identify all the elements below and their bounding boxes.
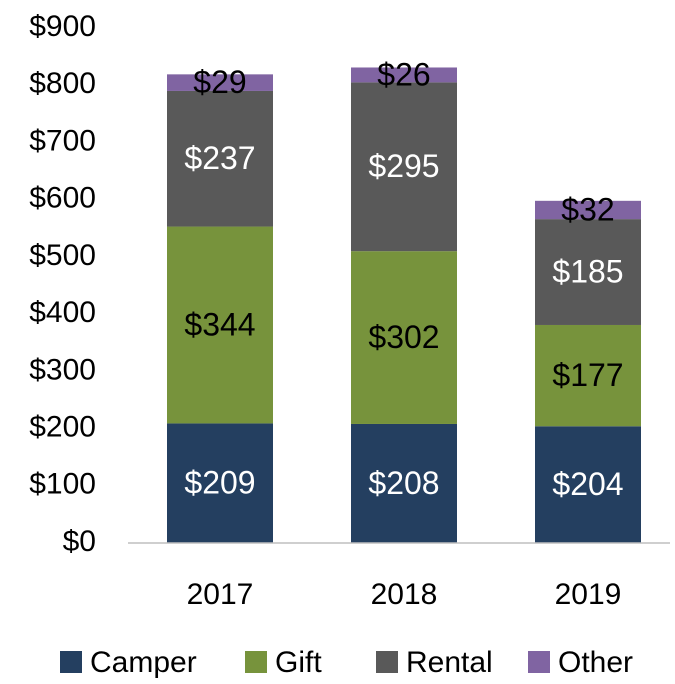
y-tick-label: $200 (29, 410, 96, 443)
legend-swatch (528, 651, 550, 673)
data-label: $204 (552, 466, 623, 502)
bar-segment (535, 200, 641, 220)
bar-segment (535, 324, 641, 427)
y-tick-label: $700 (29, 124, 96, 157)
legend-label: Other (558, 646, 633, 679)
bar-segment (535, 426, 641, 543)
data-label: $177 (552, 357, 623, 393)
bar-segment (351, 67, 457, 83)
y-tick-label: $0 (63, 525, 96, 558)
y-tick-label: $400 (29, 296, 96, 329)
y-tick-label: $600 (29, 182, 96, 215)
legend-swatch (245, 651, 267, 673)
y-tick-label: $500 (29, 239, 96, 272)
bar-segment (167, 423, 273, 543)
y-tick-label: $900 (29, 10, 96, 43)
x-tick-label: 2017 (187, 578, 254, 611)
legend-label: Rental (406, 646, 493, 679)
bar-segment (351, 82, 457, 252)
bar-segment (535, 219, 641, 325)
bar-segment (167, 74, 273, 91)
legend-label: Gift (275, 646, 322, 679)
bar-segment (351, 251, 457, 424)
data-label: $302 (368, 319, 439, 355)
data-label: $32 (561, 191, 614, 227)
data-label: $209 (184, 465, 255, 501)
bar-segment (167, 90, 273, 227)
y-tick-label: $300 (29, 353, 96, 386)
x-tick-label: 2018 (371, 578, 438, 611)
data-label: $237 (184, 140, 255, 176)
data-label: $26 (377, 56, 430, 92)
bar-segment (167, 226, 273, 424)
data-label: $344 (184, 306, 255, 342)
legend-swatch (60, 651, 82, 673)
bar-segment (351, 423, 457, 543)
legend-label: Camper (90, 646, 197, 679)
y-tick-label: $800 (29, 67, 96, 100)
data-label: $29 (193, 64, 246, 100)
data-label: $208 (368, 465, 439, 501)
y-tick-label: $100 (29, 468, 96, 501)
legend-swatch (376, 651, 398, 673)
x-tick-label: 2019 (555, 578, 622, 611)
data-label: $185 (552, 254, 623, 290)
data-label: $295 (368, 148, 439, 184)
